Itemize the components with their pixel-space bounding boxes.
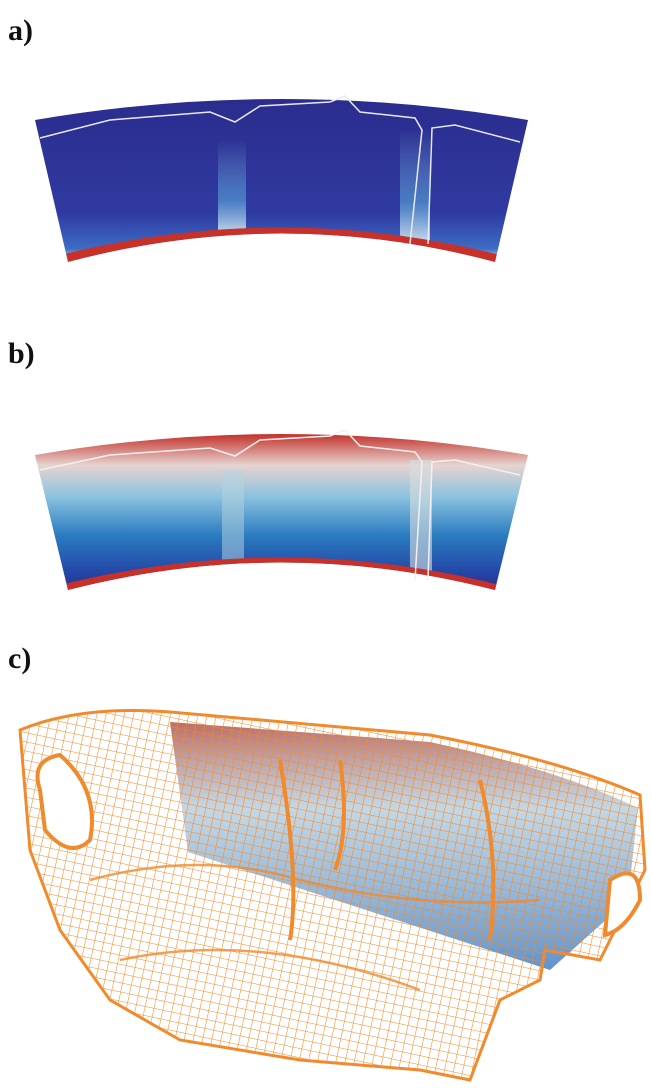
figure: a) b) c) bbox=[0, 0, 651, 1086]
panel-c: c) bbox=[8, 642, 645, 1080]
hole bbox=[605, 873, 640, 935]
isosurface-mesh bbox=[20, 710, 645, 1080]
panel-b: b) bbox=[8, 337, 528, 600]
panel-label: a) bbox=[8, 14, 33, 47]
panel-label: c) bbox=[8, 642, 31, 675]
temperature-field bbox=[35, 99, 528, 262]
panel-label: b) bbox=[8, 337, 35, 370]
field bbox=[35, 434, 528, 590]
panel-a: a) bbox=[8, 14, 528, 270]
